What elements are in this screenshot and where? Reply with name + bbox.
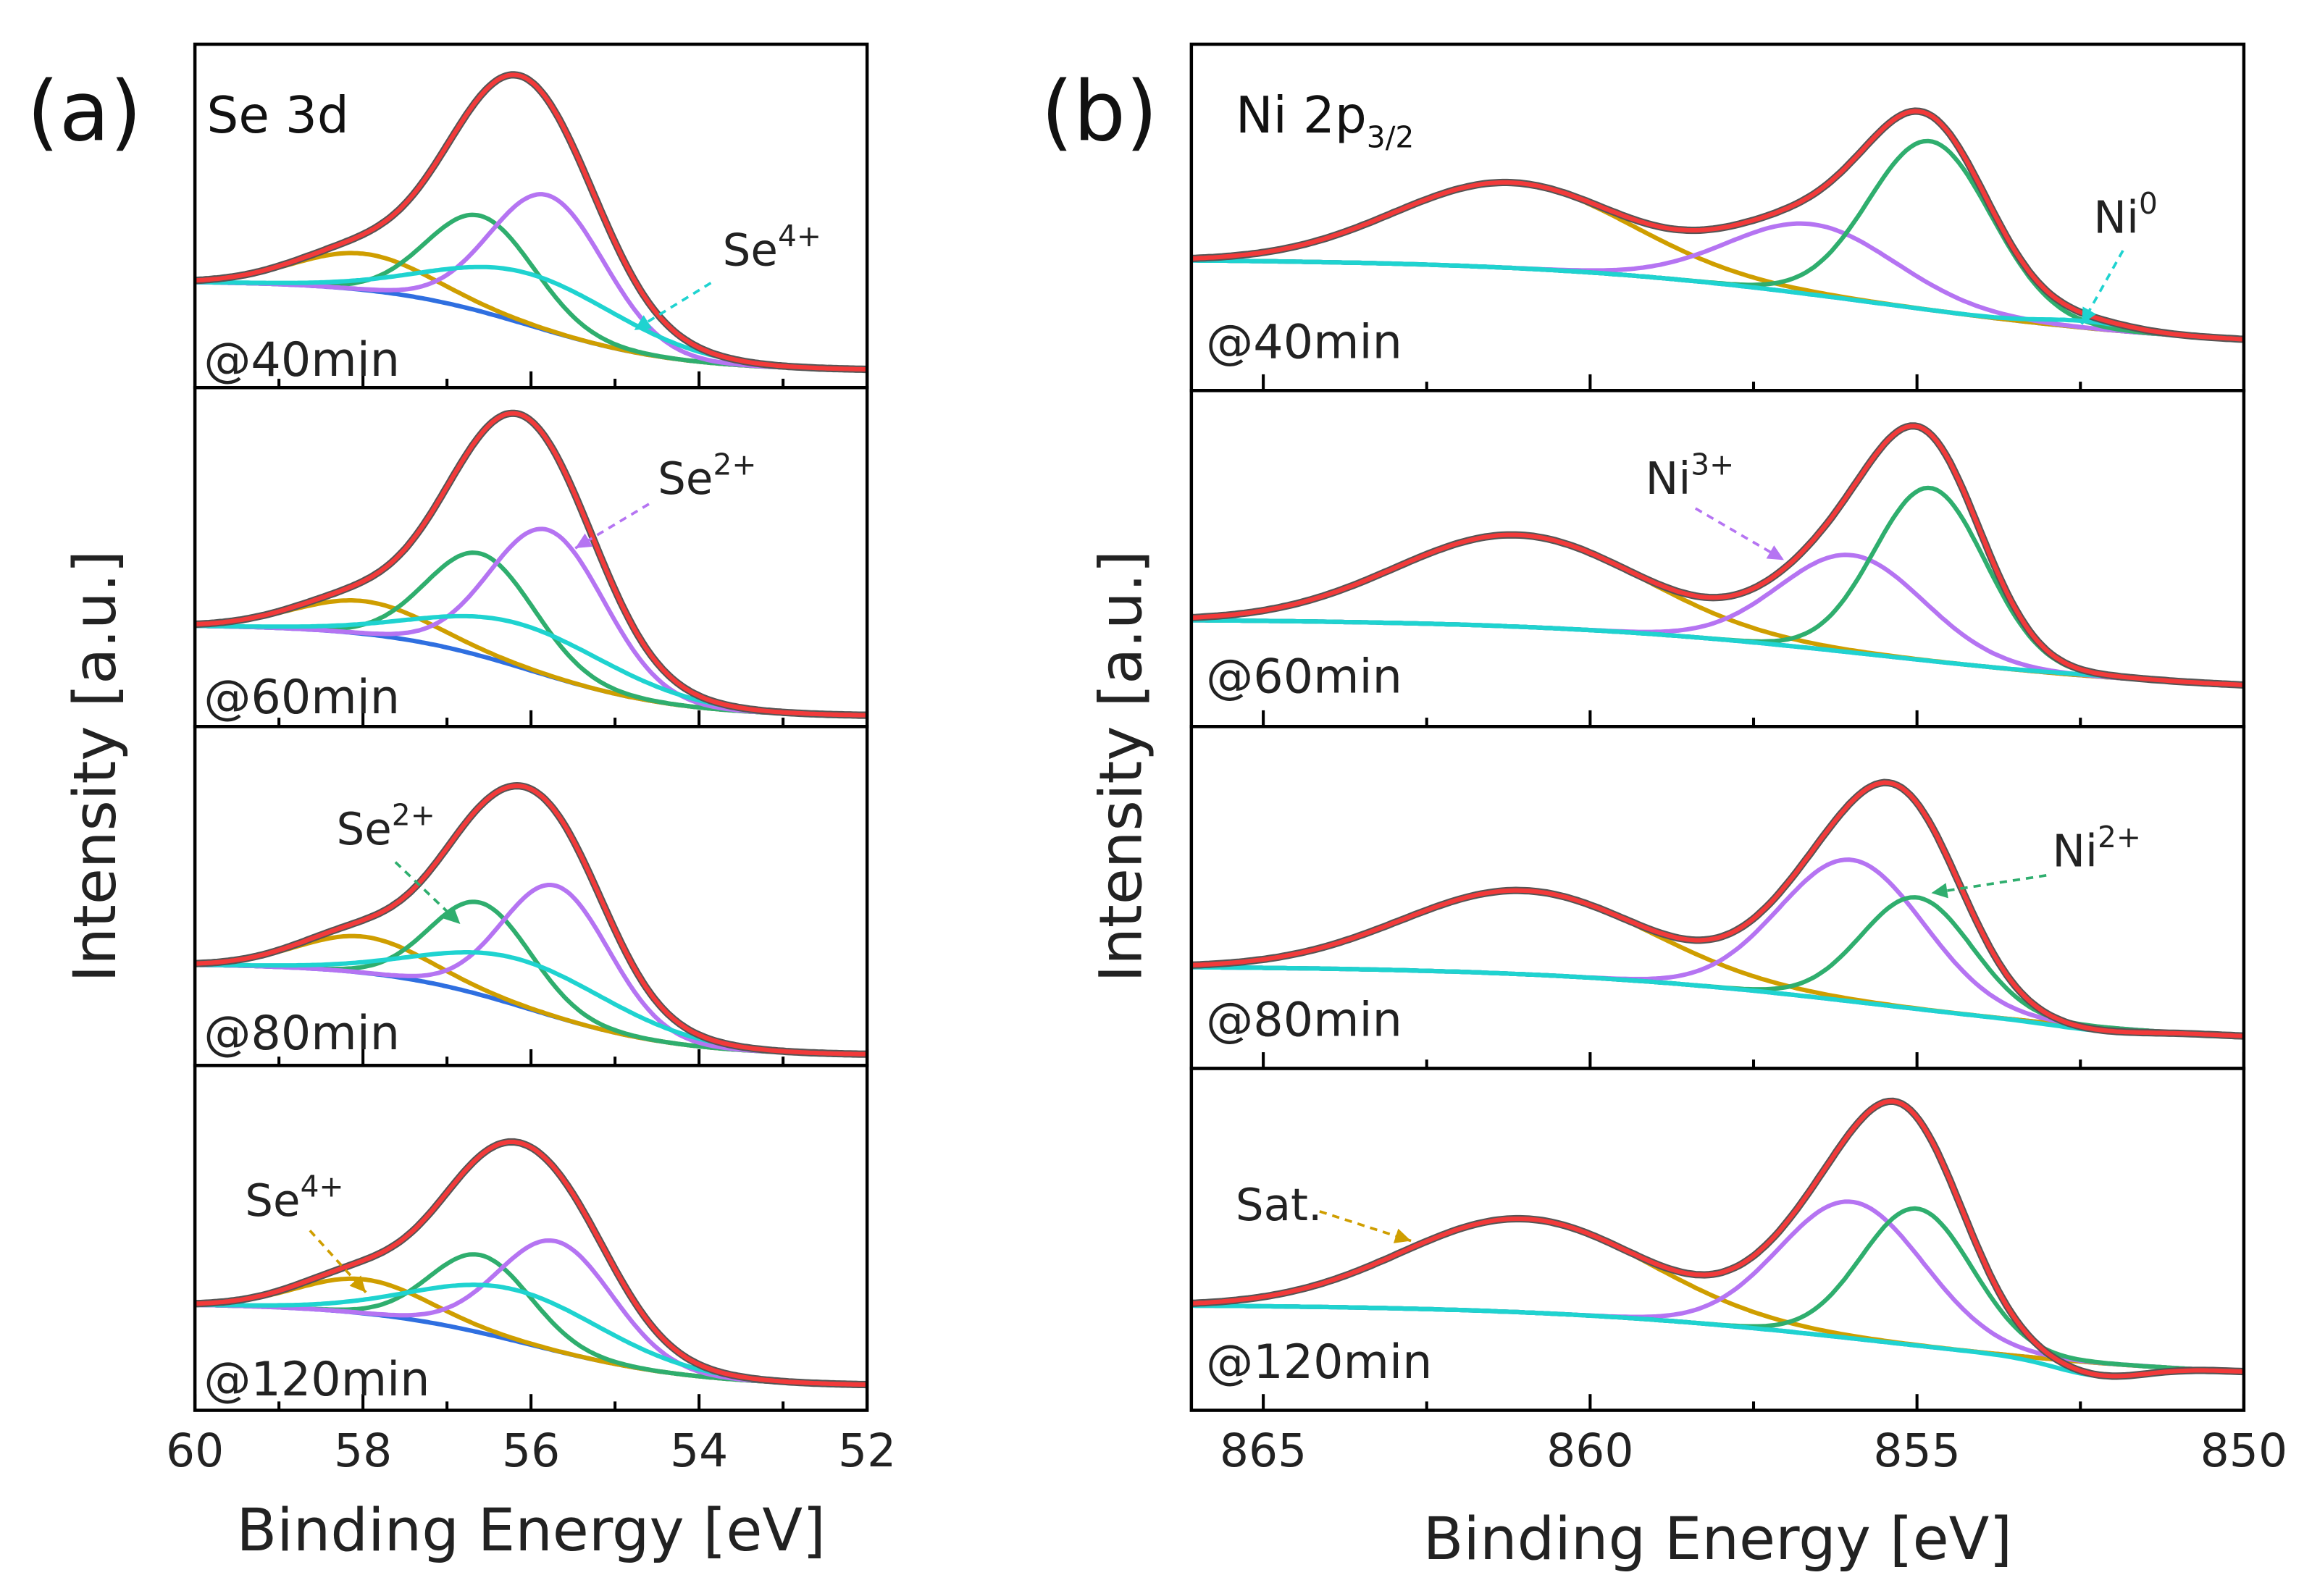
spectrum-panel-120min: @120min	[193, 1064, 869, 1412]
component-cyan-line	[1191, 1303, 2244, 1379]
x-tick-label: 58	[334, 1424, 392, 1477]
annotation-label: Se4+	[245, 1169, 343, 1226]
annotation-arrowhead	[634, 315, 652, 330]
annotation-superscript: 4+	[301, 1169, 344, 1204]
annotation-label: Se4+	[723, 219, 821, 276]
x-tick-label: 54	[670, 1424, 728, 1477]
annotation-arrow-line	[394, 861, 461, 925]
panel-frame	[1189, 1067, 2246, 1412]
panel-letter-a: (a)	[27, 63, 142, 159]
fitted-envelope-line	[195, 1139, 868, 1387]
fitted-envelope-line	[194, 72, 868, 372]
annotation-arrow-line	[1319, 1210, 1412, 1243]
title-subscript: 3/2	[1367, 120, 1414, 155]
component-cyan-line	[1191, 258, 2244, 342]
spectrum-panel-60min: @60min	[193, 385, 869, 728]
annotation-label: Ni0	[2093, 186, 2158, 243]
annotation-label: Sat.	[1236, 1180, 1323, 1231]
raw-data-line	[1191, 107, 2245, 343]
time-label: @60min	[1206, 650, 1402, 704]
x-axis-title-a: Binding Energy [eV]	[236, 1496, 826, 1565]
time-label: @80min	[1206, 994, 1402, 1048]
x-tick-label: 860	[1546, 1424, 1633, 1477]
spectrum-panel-40min: @40min	[1189, 42, 2246, 392]
spectrum-panel-120min: @120min	[1189, 1067, 2246, 1412]
x-tick-label: 865	[1220, 1424, 1307, 1477]
x-tick-label: 855	[1873, 1424, 1960, 1477]
annotation-arrow-line	[1694, 507, 1785, 561]
time-label: @120min	[204, 1353, 430, 1407]
time-label: @60min	[204, 671, 400, 725]
chart-ni-2p: (b) Intensity [a.u.] Binding Energy [eV]…	[1041, 42, 2287, 1574]
spectrum-panel-80min: @80min	[193, 725, 869, 1067]
time-label: @40min	[1206, 316, 1402, 370]
y-axis-title-b: Intensity [a.u.]	[1087, 550, 1156, 983]
annotation-arrowhead	[349, 1275, 367, 1293]
annotation-arrowhead	[1393, 1228, 1412, 1243]
x-tick-label: 60	[166, 1424, 224, 1477]
time-label: @120min	[1206, 1335, 1432, 1390]
annotation-superscript: 2+	[2098, 820, 2141, 854]
fitted-envelope-line	[1191, 1099, 2244, 1379]
annotation-label: Se2+	[658, 447, 756, 504]
annotation-arrowhead	[443, 907, 461, 924]
fitted-envelope-line	[194, 411, 868, 718]
y-axis-title-a: Intensity [a.u.]	[61, 550, 130, 983]
annotation-superscript: 4+	[778, 219, 821, 253]
annotation-superscript: 2+	[392, 798, 435, 833]
spectrum-panel-40min: @40min	[193, 42, 869, 390]
panel-letter-b: (b)	[1041, 63, 1157, 159]
time-label: @80min	[204, 1007, 400, 1061]
x-tick-label: 850	[2200, 1424, 2287, 1477]
annotation-superscript: 2+	[713, 447, 756, 482]
spectrum-title: Ni 2p3/2	[1236, 87, 1414, 154]
annotation-arrow-line	[633, 282, 712, 332]
x-tick-label: 56	[502, 1424, 560, 1477]
annotation-arrow-line	[1931, 874, 2047, 895]
annotation-label: Ni3+	[1646, 447, 1735, 504]
component-cyan-line	[1191, 618, 2244, 687]
fitted-envelope-line	[1191, 780, 2244, 1038]
component-cyan-line	[1191, 965, 2244, 1038]
chart-se-3d: (a) Intensity [a.u.] Binding Energy [eV]…	[27, 42, 896, 1565]
fitted-envelope-line	[1191, 109, 2244, 342]
fitted-envelope-line	[1191, 424, 2244, 687]
annotation-label: Ni2+	[2052, 820, 2141, 877]
x-axis-title-b: Binding Energy [eV]	[1423, 1505, 2013, 1574]
fitted-envelope-line	[194, 784, 868, 1057]
spectrum-panel-80min: @80min	[1189, 725, 2246, 1070]
annotation-superscript: 3+	[1691, 447, 1734, 482]
annotation-arrowhead	[2082, 306, 2097, 324]
spectrum-panel-60min: @60min	[1189, 389, 2246, 728]
annotation-arrowhead	[1766, 545, 1784, 560]
time-label: @40min	[204, 333, 400, 387]
x-tick-label: 52	[838, 1424, 896, 1477]
spectrum-title: Se 3d	[206, 87, 348, 145]
annotation-superscript: 0	[2139, 186, 2158, 221]
annotation-arrowhead	[1931, 883, 1948, 899]
annotation-label: Se2+	[336, 798, 435, 855]
annotation-arrowhead	[575, 533, 593, 549]
